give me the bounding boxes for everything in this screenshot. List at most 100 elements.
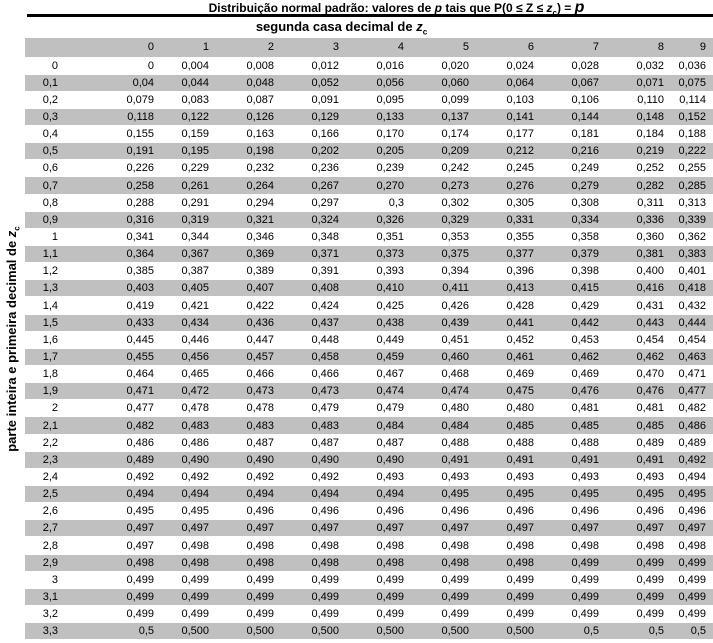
table-cell: 0,487 (281, 434, 346, 452)
table-cell: 0,470 (606, 365, 671, 384)
table-cell: 0,499 (541, 605, 606, 624)
table-cell: 0,499 (281, 571, 346, 589)
table-cell: 0,288 (65, 194, 161, 212)
table-cell: 0,469 (476, 365, 541, 384)
table-cell: 0,245 (476, 159, 541, 178)
table-cell: 0,313 (671, 194, 713, 212)
table-cell: 0,129 (281, 108, 346, 127)
table-cell: 0,500 (346, 622, 411, 641)
table-cell: 0,498 (216, 554, 281, 572)
row-header: 3,3 (25, 622, 65, 641)
table-cell: 0,498 (476, 554, 541, 572)
table-cell: 0,216 (541, 142, 606, 161)
table-cell: 0,044 (161, 74, 216, 92)
table-row-z-1: 1 0,341 0,344 0,346 0,348 0,351 0,353 0,355 0,35… (25, 228, 713, 247)
table-cell: 0,498 (281, 554, 346, 572)
table-row-z-0: 0 0 0,004 0,008 0,012 0,016 0,020 0,024 0,028 0,0… (25, 57, 713, 75)
table-cell: 0,494 (346, 485, 411, 504)
table-cell: 0,494 (281, 485, 346, 504)
table-row-z-0,2: 0,2 0,079 0,083 0,087 0,091 0,095 0,099 0,103 0,… (25, 91, 713, 109)
table-cell: 0,494 (671, 468, 713, 487)
table-cell: 0,177 (476, 125, 541, 144)
table-cell: 0,499 (281, 605, 346, 624)
table-cell: 0,219 (606, 142, 671, 161)
table-cell: 0,242 (411, 159, 476, 178)
table-cell: 0,048 (216, 74, 281, 92)
row-header: 2 (25, 399, 65, 418)
table-row-z-2,9: 2,9 0,498 0,498 0,498 0,498 0,498 0,498 0,498 0,… (25, 554, 713, 572)
col-header-5: 5 (411, 38, 476, 58)
table-cell: 0,499 (671, 554, 713, 572)
table-cell: 0,489 (606, 434, 671, 452)
table-cell: 0,016 (346, 57, 411, 75)
col-header-0: 0 (65, 38, 161, 58)
table-row-z-2,5: 2,5 0,494 0,494 0,494 0,494 0,494 0,495 0,495 0,… (25, 485, 713, 504)
table-cell: 0,499 (161, 571, 216, 589)
table-cell: 0,499 (476, 571, 541, 589)
row-header: 1,9 (25, 382, 65, 401)
table-cell: 0,415 (541, 279, 606, 298)
table-cell: 0 (65, 57, 161, 75)
row-header: 2,9 (25, 554, 65, 572)
table-cell: 0,205 (346, 142, 411, 161)
table-cell: 0,456 (161, 348, 216, 367)
table-row-z-2,8: 2,8 0,497 0,498 0,498 0,498 0,498 0,498 0,498 0,… (25, 536, 713, 555)
table-cell: 0,498 (346, 554, 411, 572)
table-cell: 0,432 (671, 296, 713, 315)
table-row-z-0,1: 0,1 0,04 0,044 0,048 0,052 0,056 0,060 0,064 0,0… (25, 74, 713, 92)
table-cell: 0,444 (671, 314, 713, 332)
table-cell: 0,487 (346, 434, 411, 452)
table-cell: 0,495 (65, 502, 161, 521)
table-cell: 0,465 (161, 365, 216, 384)
row-header: 0,3 (25, 108, 65, 127)
table-cell: 0,079 (65, 91, 161, 109)
row-header: 1,3 (25, 279, 65, 298)
row-header: 0,5 (25, 142, 65, 161)
table-cell: 0,459 (346, 348, 411, 367)
table-cell: 0,493 (346, 468, 411, 487)
table-row-z-2,2: 2,2 0,486 0,486 0,487 0,487 0,487 0,488 0,488 0,… (25, 434, 713, 452)
table-cell: 0,455 (65, 348, 161, 367)
table-cell: 0,499 (541, 588, 606, 607)
table-cell: 0,258 (65, 176, 161, 195)
table-row-z-1,7: 1,7 0,455 0,456 0,457 0,458 0,459 0,460 0,461 0,… (25, 348, 713, 367)
table-cell: 0,474 (346, 382, 411, 401)
table-cell: 0,166 (281, 125, 346, 144)
table-cell: 0,5 (606, 622, 671, 641)
table-cell: 0,482 (671, 399, 713, 418)
table-cell: 0,439 (411, 314, 476, 332)
table-cell: 0,500 (476, 622, 541, 641)
title-z-italic: z (546, 1, 553, 15)
table-cell: 0,126 (216, 108, 281, 127)
table-cell: 0,499 (65, 571, 161, 589)
table-cell: 0,358 (541, 228, 606, 247)
table-cell: 0,499 (281, 588, 346, 607)
table-cell: 0,467 (346, 365, 411, 384)
table-cell: 0,485 (606, 416, 671, 435)
table-cell: 0,226 (65, 159, 161, 178)
title-text: ) = (556, 1, 575, 15)
table-cell: 0,499 (476, 605, 541, 624)
table-cell: 0,443 (606, 314, 671, 332)
table-cell: 0,329 (411, 211, 476, 229)
table-cell: 0,478 (161, 399, 216, 418)
table-cell: 0,212 (476, 142, 541, 161)
table-row-z-0,6: 0,6 0,226 0,229 0,232 0,236 0,239 0,242 0,245 0,… (25, 159, 713, 178)
table-cell: 0,426 (411, 296, 476, 315)
table-cell: 0,495 (161, 502, 216, 521)
table-cell: 0,291 (161, 194, 216, 212)
table-cell: 0,336 (606, 211, 671, 229)
table-cell: 0,498 (476, 536, 541, 555)
table-cell: 0,463 (671, 348, 713, 367)
row-header: 3,1 (25, 588, 65, 607)
row-header: 0,8 (25, 194, 65, 212)
table-cell: 0,498 (346, 536, 411, 555)
table-cell: 0,004 (161, 57, 216, 75)
row-header: 2,5 (25, 485, 65, 504)
row-header: 1,5 (25, 314, 65, 332)
subtitle-z-italic: z (416, 19, 423, 34)
table-row-z-1,4: 1,4 0,419 0,421 0,422 0,424 0,425 0,426 0,428 0,… (25, 296, 713, 315)
table-cell: 0,481 (541, 399, 606, 418)
table-cell: 0,491 (541, 451, 606, 469)
